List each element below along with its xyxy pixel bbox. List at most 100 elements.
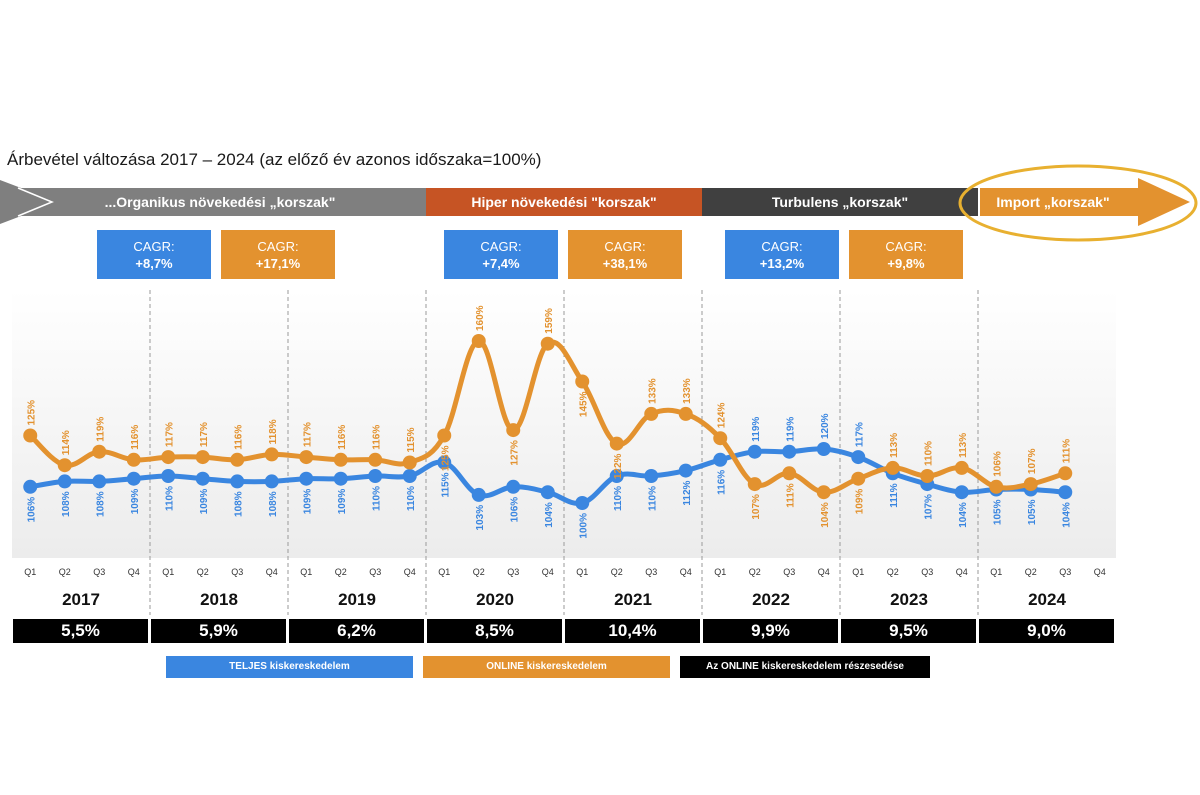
era-label: ...Organikus növekedési „korszak": [105, 194, 336, 210]
data-point: [540, 336, 555, 351]
year-label: 2021: [614, 590, 652, 609]
cagr-title: CAGR:: [480, 238, 522, 254]
data-label: 116%: [337, 425, 348, 450]
data-label: 112%: [682, 480, 693, 505]
cagr-title: CAGR:: [133, 238, 175, 254]
data-label: 107%: [923, 494, 934, 520]
data-label: 115%: [440, 472, 451, 497]
data-point: [816, 485, 831, 500]
year-label: 2018: [200, 590, 238, 609]
data-point: [299, 450, 314, 465]
quarter-label: Q2: [1025, 567, 1037, 577]
data-label: 111%: [889, 483, 900, 508]
data-point: [471, 487, 486, 502]
quarter-label: Q3: [1059, 567, 1071, 577]
data-point: [23, 428, 38, 443]
data-point: [816, 442, 831, 456]
data-point: [506, 423, 521, 438]
quarter-label: Q1: [990, 567, 1002, 577]
data-label: 117%: [854, 422, 865, 447]
data-point: [713, 452, 728, 467]
data-label: 117%: [164, 422, 175, 447]
data-label: 116%: [130, 425, 141, 450]
data-point: [402, 469, 417, 483]
legend-item: Az ONLINE kiskereskedelem részesedése: [680, 656, 930, 678]
data-label: 160%: [475, 305, 486, 331]
cagr-box: CAGR: +8,7%: [97, 230, 211, 279]
online-share-value: 8,5%: [427, 619, 562, 643]
data-point: [575, 374, 590, 389]
cagr-value: +13,2%: [759, 255, 805, 271]
quarter-label: Q4: [1094, 567, 1106, 577]
data-point: [333, 471, 348, 486]
era-label: Import „korszak": [996, 194, 1109, 210]
data-label: 118%: [268, 419, 279, 444]
year-label: 2023: [890, 590, 928, 609]
year-label: 2024: [1028, 590, 1066, 609]
data-label: 133%: [647, 378, 658, 404]
data-label: 110%: [371, 486, 382, 511]
data-label: 113%: [958, 433, 969, 458]
quarter-label: Q1: [852, 567, 864, 577]
data-point: [437, 428, 452, 443]
data-point: [57, 474, 72, 489]
cagr-value: +7,4%: [482, 255, 520, 271]
data-label: 125%: [440, 445, 451, 471]
data-point: [851, 471, 866, 486]
year-label: 2020: [476, 590, 514, 609]
era-label: Hiper növekedési "korszak": [471, 194, 656, 210]
quarter-label: Q1: [714, 567, 726, 577]
data-point: [609, 436, 624, 451]
series-teljes: 106% 108% 108% 109% 110% 109% 108% 108% 109% 109%…: [23, 413, 1073, 539]
data-point: [644, 406, 659, 421]
quarter-label: Q1: [438, 567, 450, 577]
data-label: 117%: [302, 422, 313, 447]
data-label: 110%: [613, 486, 624, 511]
era-1: Hiper növekedési "korszak": [426, 188, 702, 216]
data-label: 109%: [337, 489, 348, 515]
data-label: 108%: [233, 491, 244, 517]
data-point: [506, 479, 521, 494]
data-point: [747, 477, 762, 492]
quarter-label: Q3: [507, 567, 519, 577]
online-share-value: 6,2%: [289, 619, 424, 643]
data-point: [851, 450, 866, 465]
data-point: [161, 469, 176, 483]
data-point: [195, 471, 210, 486]
data-point: [264, 474, 279, 489]
quarter-label: Q1: [24, 567, 36, 577]
data-label: 116%: [371, 425, 382, 450]
data-point: [713, 431, 728, 446]
data-label: 113%: [889, 433, 900, 458]
data-label: 110%: [647, 486, 658, 511]
data-point: [126, 452, 141, 467]
online-share-value: 9,0%: [979, 619, 1114, 643]
data-label: 115%: [406, 427, 417, 452]
quarter-label: Q3: [783, 567, 795, 577]
quarter-label: Q2: [473, 567, 485, 577]
data-label: 119%: [95, 417, 106, 442]
data-point: [1058, 485, 1073, 500]
quarter-label: Q4: [404, 567, 416, 577]
quarter-label: Q2: [887, 567, 899, 577]
data-point: [402, 455, 417, 470]
data-point: [989, 479, 1004, 494]
data-label: 110%: [923, 441, 934, 466]
data-label: 105%: [1027, 499, 1038, 525]
online-share-value: 5,5%: [13, 619, 148, 643]
era-banner: ...Organikus növekedési „korszak" Hiper n…: [0, 178, 1190, 226]
data-point: [230, 452, 245, 467]
arrow-head-icon: [1138, 178, 1190, 226]
data-point: [885, 460, 900, 475]
data-label: 116%: [233, 425, 244, 450]
era-3: Import „korszak": [980, 178, 1190, 226]
era-2: Turbulens „korszak": [702, 188, 978, 216]
data-point: [954, 485, 969, 500]
cagr-value: +38,1%: [602, 255, 648, 271]
data-point: [299, 471, 314, 486]
data-label: 145%: [578, 391, 589, 417]
data-label: 159%: [544, 308, 555, 334]
cagr-title: CAGR:: [604, 238, 646, 254]
data-label: 106%: [26, 497, 37, 523]
data-label: 103%: [475, 505, 486, 531]
